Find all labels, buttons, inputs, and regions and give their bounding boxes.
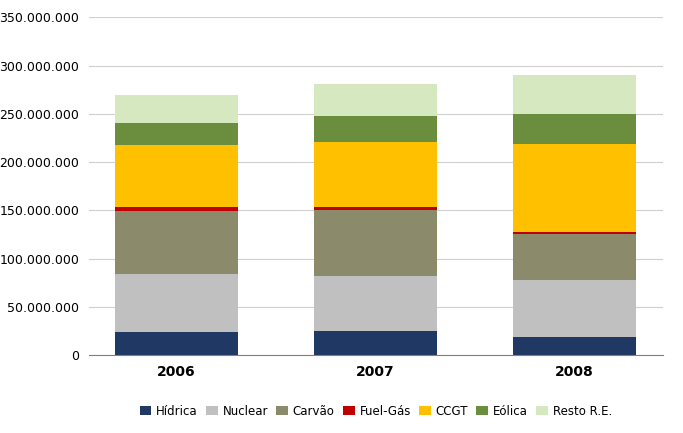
Bar bbox=[314, 210, 437, 276]
Bar bbox=[115, 332, 238, 355]
Bar bbox=[314, 142, 437, 207]
Bar bbox=[513, 232, 637, 234]
Legend: Hídrica, Nuclear, Carvão, Fuel-Gás, CCGT, Eólica, Resto R.E.: Hídrica, Nuclear, Carvão, Fuel-Gás, CCGT… bbox=[139, 405, 612, 418]
Bar bbox=[314, 207, 437, 210]
Bar bbox=[513, 114, 637, 144]
Bar bbox=[314, 116, 437, 142]
Bar bbox=[513, 75, 637, 114]
Bar bbox=[513, 337, 637, 355]
Bar bbox=[314, 276, 437, 331]
Bar bbox=[115, 274, 238, 332]
Bar bbox=[115, 96, 238, 123]
Bar bbox=[314, 331, 437, 355]
Bar bbox=[314, 84, 437, 116]
Bar bbox=[115, 211, 238, 274]
Bar bbox=[115, 207, 238, 211]
Bar bbox=[115, 123, 238, 145]
Bar bbox=[513, 280, 637, 337]
Bar bbox=[115, 145, 238, 207]
Bar bbox=[513, 144, 637, 232]
Bar bbox=[513, 234, 637, 280]
